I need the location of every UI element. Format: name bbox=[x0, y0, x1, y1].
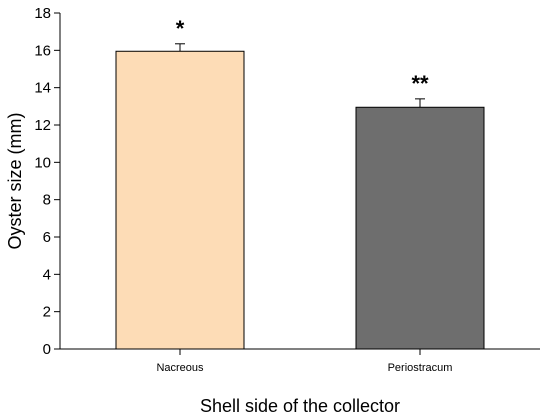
y-tick-label: 12 bbox=[34, 117, 51, 134]
x-tick-label: Nacreous bbox=[156, 362, 204, 374]
y-tick-label: 10 bbox=[34, 154, 51, 171]
x-tick-label: Periostracum bbox=[388, 362, 453, 374]
y-tick-label: 0 bbox=[43, 341, 51, 358]
y-tick-label: 14 bbox=[34, 80, 51, 97]
y-tick-label: 2 bbox=[43, 304, 51, 321]
significance-label: ** bbox=[411, 71, 429, 96]
y-tick-label: 18 bbox=[34, 5, 51, 22]
y-tick-label: 4 bbox=[43, 266, 51, 283]
y-tick-label: 16 bbox=[34, 42, 51, 59]
x-axis-title: Shell side of the collector bbox=[200, 396, 400, 416]
y-axis-title: Oyster size (mm) bbox=[5, 113, 25, 250]
bar-periostracum bbox=[355, 106, 485, 350]
y-tick-label: 6 bbox=[43, 229, 51, 246]
y-tick-label: 8 bbox=[43, 192, 51, 209]
significance-label: * bbox=[176, 16, 185, 41]
bar-nacreous bbox=[115, 50, 245, 350]
